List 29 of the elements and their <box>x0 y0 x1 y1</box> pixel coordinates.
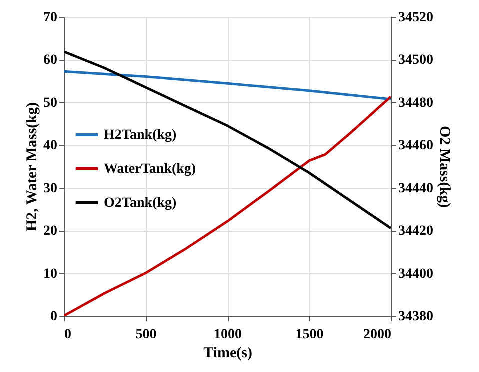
x-tick-label: 0 <box>64 328 72 342</box>
y2-tick-label: 34520 <box>398 10 434 26</box>
y-tick-label: 30 <box>44 181 58 196</box>
y-tick-label: 60 <box>44 53 58 68</box>
y2-axis-title: O2 Mass(kg) <box>436 126 452 208</box>
legend-label: H2Tank(kg) <box>104 128 177 143</box>
x-tick-label: 1000 <box>214 328 242 342</box>
legend-label: O2Tank(kg) <box>104 196 177 211</box>
y2-tick-label: 34500 <box>398 53 434 68</box>
y2-tick-label: 34380 <box>398 310 434 324</box>
y-tick-label: 10 <box>44 266 58 282</box>
y-tick-label: 50 <box>44 96 58 111</box>
line-series <box>64 50 391 230</box>
x-tick-label: 2000 <box>364 328 392 342</box>
x-tick-label: 500 <box>136 328 157 342</box>
y2-tick-label: 34400 <box>398 266 434 282</box>
y-tick-label: 20 <box>44 224 58 240</box>
y2-tick-label: 34440 <box>398 181 434 196</box>
y2-tick-label: 34420 <box>398 224 434 240</box>
x-axis-title: Time(s) <box>204 346 252 362</box>
x-tick-label: 1500 <box>296 328 324 342</box>
y-tick-label: 40 <box>44 138 58 154</box>
y-tick-label: 0 <box>50 310 58 324</box>
line-series <box>64 70 391 101</box>
y-axis-title: H2, Water Mass(kg) <box>24 102 40 232</box>
y2-tick-label: 34480 <box>398 96 434 111</box>
legend-label: WaterTank(kg) <box>104 162 196 177</box>
y-tick-label: 70 <box>44 10 58 26</box>
y2-tick-label: 34460 <box>398 138 434 154</box>
